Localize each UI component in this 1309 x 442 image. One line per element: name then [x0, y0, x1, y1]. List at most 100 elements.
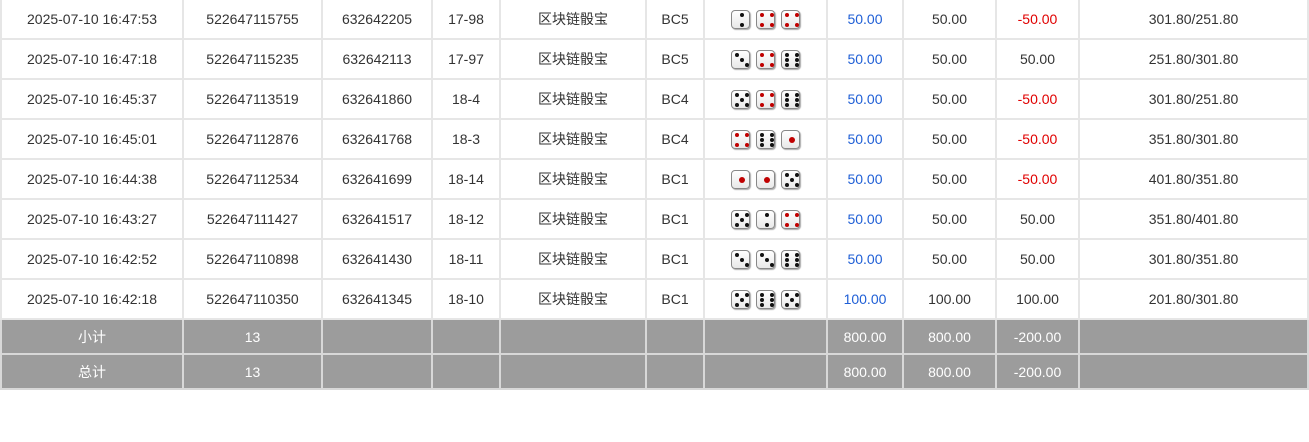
empty-cell [645, 318, 705, 355]
dice-4-icon [781, 209, 800, 229]
empty-cell [499, 318, 647, 355]
dice-2-icon [756, 209, 775, 229]
bet-amount-cell: 50.00 [826, 118, 904, 160]
dice-4-icon [731, 129, 750, 149]
win-loss-cell: -50.00 [995, 78, 1080, 120]
dice-4-icon [756, 9, 775, 29]
issue-number-cell: 632642205 [321, 0, 433, 40]
game-name-cell: 区块链骰宝 [499, 238, 647, 280]
game-name-cell: 区块链骰宝 [499, 118, 647, 160]
dice-5-icon [731, 209, 750, 229]
bet-type-cell: BC1 [645, 278, 705, 320]
dice-3-icon [731, 49, 750, 69]
total-bet: 800.00 [826, 353, 904, 390]
valid-bet-cell: 100.00 [902, 278, 997, 320]
table-row: 2025-07-10 16:43:27 522647111427 632641517… [0, 198, 1309, 240]
table-row: 2025-07-10 16:47:53 522647115755 632642205… [0, 0, 1309, 40]
dice-result-cell [703, 78, 828, 120]
dice-3-icon [756, 249, 775, 269]
table-number-cell: 18-12 [431, 198, 501, 240]
table-number-cell: 17-97 [431, 38, 501, 80]
balance-cell: 301.80/351.80 [1078, 238, 1309, 280]
dice-1-icon [756, 169, 775, 189]
dice-3-icon [731, 249, 750, 269]
dice-result-cell [703, 38, 828, 80]
bet-type-cell: BC1 [645, 158, 705, 200]
dice-result-cell [703, 238, 828, 280]
empty-cell [703, 318, 828, 355]
subtotal-label: 小计 [0, 318, 184, 355]
subtotal-row: 小计 13 800.00 800.00 -200.00 [0, 318, 1309, 355]
time-cell: 2025-07-10 16:45:01 [0, 118, 184, 160]
valid-bet-cell: 50.00 [902, 0, 997, 40]
empty-cell [321, 318, 433, 355]
balance-cell: 251.80/301.80 [1078, 38, 1309, 80]
dice-1-icon [731, 169, 750, 189]
dice-6-icon [756, 289, 775, 309]
bet-amount-cell: 50.00 [826, 0, 904, 40]
order-number-cell: 522647110350 [182, 278, 323, 320]
time-cell: 2025-07-10 16:44:38 [0, 158, 184, 200]
table-row: 2025-07-10 16:42:18 522647110350 632641345… [0, 278, 1309, 320]
time-cell: 2025-07-10 16:47:18 [0, 38, 184, 80]
table-number-cell: 18-3 [431, 118, 501, 160]
order-number-cell: 522647112876 [182, 118, 323, 160]
issue-number-cell: 632642113 [321, 38, 433, 80]
issue-number-cell: 632641430 [321, 238, 433, 280]
empty-cell [645, 353, 705, 390]
table-row: 2025-07-10 16:45:01 522647112876 632641768… [0, 118, 1309, 160]
win-loss-cell: 50.00 [995, 198, 1080, 240]
valid-bet-cell: 50.00 [902, 118, 997, 160]
total-label: 总计 [0, 353, 184, 390]
dice-6-icon [756, 129, 775, 149]
table-number-cell: 18-4 [431, 78, 501, 120]
bet-amount-cell: 50.00 [826, 38, 904, 80]
bet-amount-cell: 50.00 [826, 78, 904, 120]
balance-cell: 401.80/351.80 [1078, 158, 1309, 200]
balance-cell: 301.80/251.80 [1078, 0, 1309, 40]
game-name-cell: 区块链骰宝 [499, 78, 647, 120]
table-number-cell: 18-10 [431, 278, 501, 320]
empty-cell [1078, 353, 1309, 390]
dice-5-icon [731, 89, 750, 109]
order-number-cell: 522647112534 [182, 158, 323, 200]
table-row: 2025-07-10 16:44:38 522647112534 632641699… [0, 158, 1309, 200]
dice-6-icon [781, 249, 800, 269]
table-number-cell: 18-14 [431, 158, 501, 200]
valid-bet-cell: 50.00 [902, 198, 997, 240]
empty-cell [431, 353, 501, 390]
empty-cell [703, 353, 828, 390]
bet-type-cell: BC5 [645, 38, 705, 80]
balance-cell: 351.80/401.80 [1078, 198, 1309, 240]
order-number-cell: 522647111427 [182, 198, 323, 240]
time-cell: 2025-07-10 16:42:18 [0, 278, 184, 320]
bet-amount-cell: 50.00 [826, 238, 904, 280]
issue-number-cell: 632641699 [321, 158, 433, 200]
valid-bet-cell: 50.00 [902, 158, 997, 200]
empty-cell [1078, 318, 1309, 355]
bet-amount-cell: 100.00 [826, 278, 904, 320]
balance-cell: 301.80/251.80 [1078, 78, 1309, 120]
bet-type-cell: BC4 [645, 78, 705, 120]
win-loss-cell: 50.00 [995, 238, 1080, 280]
bet-amount-cell: 50.00 [826, 198, 904, 240]
dice-6-icon [781, 49, 800, 69]
game-name-cell: 区块链骰宝 [499, 38, 647, 80]
game-name-cell: 区块链骰宝 [499, 158, 647, 200]
bet-records-table: 2025-07-10 16:47:53 522647115755 632642205… [0, 0, 1309, 390]
dice-5-icon [781, 289, 800, 309]
time-cell: 2025-07-10 16:47:53 [0, 0, 184, 40]
table-row: 2025-07-10 16:45:37 522647113519 632641860… [0, 78, 1309, 120]
total-valid: 800.00 [902, 353, 997, 390]
dice-6-icon [781, 89, 800, 109]
game-name-cell: 区块链骰宝 [499, 278, 647, 320]
order-number-cell: 522647113519 [182, 78, 323, 120]
order-number-cell: 522647115755 [182, 0, 323, 40]
subtotal-count: 13 [182, 318, 323, 355]
subtotal-win: -200.00 [995, 318, 1080, 355]
dice-result-cell [703, 198, 828, 240]
dice-result-cell [703, 278, 828, 320]
dice-result-cell [703, 158, 828, 200]
order-number-cell: 522647115235 [182, 38, 323, 80]
dice-2-icon [731, 9, 750, 29]
